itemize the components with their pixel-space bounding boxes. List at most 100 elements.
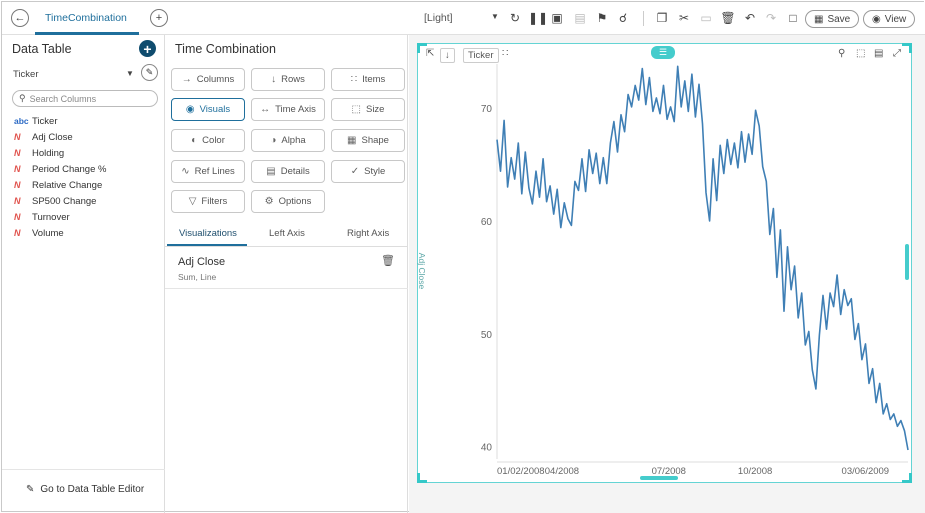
y-tick-label: 50 bbox=[481, 330, 493, 341]
scatter-icon[interactable]: ∷ bbox=[502, 48, 509, 59]
y-axis-title: Adj Close bbox=[417, 252, 428, 290]
save-label: Save bbox=[827, 13, 851, 25]
tab-left-axis[interactable]: Left Axis bbox=[269, 228, 305, 239]
sort-icon[interactable]: ↓ bbox=[440, 48, 455, 63]
color-button[interactable]: ◐ Color bbox=[171, 129, 245, 152]
back-icon[interactable]: ← bbox=[11, 9, 29, 27]
resize-handle-bottom[interactable] bbox=[640, 476, 678, 480]
time-axis-button[interactable]: ↔ Time Axis bbox=[251, 98, 325, 121]
delete-visualization-icon[interactable]: 🗑 bbox=[381, 255, 395, 267]
theme-select[interactable]: [Light] bbox=[424, 12, 453, 24]
visualization-item[interactable]: Adj Close Sum, Line 🗑 bbox=[165, 249, 408, 289]
numeric-type-icon: N bbox=[14, 228, 21, 238]
collapse-icon[interactable]: ⇱ bbox=[426, 48, 435, 59]
go-to-data-table-editor-link[interactable]: ✎ Go to Data Table Editor bbox=[26, 484, 144, 495]
ref-lines-button[interactable]: ∿ Ref Lines bbox=[171, 160, 245, 183]
canvas-area: ☰ ⇱ ↓ Ticker ∷ ⚲ ⬚ ▤ ⤢ 40 50 60 70 01/02/200… bbox=[409, 35, 925, 513]
x-tick-label: 10/2008 bbox=[738, 466, 772, 477]
column-select[interactable]: Ticker bbox=[13, 69, 39, 80]
view-button[interactable]: ◉ View bbox=[863, 10, 916, 28]
numeric-type-icon: N bbox=[14, 212, 21, 222]
edit-icon: ✎ bbox=[26, 484, 35, 495]
save-button[interactable]: ▦ Save bbox=[805, 10, 860, 28]
shape-label: Shape bbox=[361, 135, 389, 146]
expand-icon[interactable]: ⤢ bbox=[893, 48, 901, 59]
y-tick-label: 70 bbox=[481, 104, 493, 115]
tab-timecombination[interactable]: TimeCombination bbox=[45, 12, 127, 24]
column-item-ticker[interactable]: abc Ticker bbox=[14, 113, 106, 129]
rows-button[interactable]: ↓ Rows bbox=[251, 68, 325, 91]
column-item-turnover[interactable]: N Turnover bbox=[14, 209, 106, 225]
y-tick-label: 60 bbox=[481, 217, 493, 228]
items-button[interactable]: ∷ Items bbox=[331, 68, 405, 91]
refresh-icon[interactable]: ↻ bbox=[509, 11, 521, 25]
visuals-button[interactable]: ◉ Visuals bbox=[171, 98, 245, 121]
select-icon[interactable]: ⬚ bbox=[856, 48, 866, 59]
data-table-title: Data Table bbox=[12, 42, 72, 56]
column-item-volume[interactable]: N Volume bbox=[14, 225, 106, 241]
options-label: Options bbox=[278, 196, 312, 207]
column-item-sp500-change[interactable]: N SP500 Change bbox=[14, 193, 106, 209]
resize-corner-br[interactable] bbox=[902, 473, 912, 483]
tab-visualizations[interactable]: Visualizations bbox=[179, 228, 237, 239]
comment-icon[interactable]: □ bbox=[789, 11, 797, 25]
undo-icon[interactable]: ↶ bbox=[744, 11, 756, 25]
column-label: Ticker bbox=[32, 115, 58, 127]
visualization-detail: Sum, Line bbox=[178, 272, 217, 282]
cut-icon[interactable]: ✂ bbox=[678, 11, 690, 25]
pause-icon[interactable]: ❚❚ bbox=[528, 11, 549, 25]
chevron-down-icon[interactable]: ▼ bbox=[491, 12, 499, 21]
palette-icon: ◐ bbox=[191, 135, 198, 146]
resize-handle-right[interactable] bbox=[905, 244, 909, 280]
redo-icon: ↷ bbox=[765, 11, 777, 25]
size-label: Size bbox=[365, 104, 385, 115]
trash-icon[interactable]: 🗑 bbox=[720, 11, 736, 25]
add-column-button[interactable]: + bbox=[139, 40, 156, 57]
add-tab-icon[interactable]: + bbox=[150, 9, 168, 27]
series-line-adj-close[interactable] bbox=[496, 65, 909, 451]
style-button[interactable]: ✓ Style bbox=[331, 160, 405, 183]
edit-pencil-icon[interactable]: ✎ bbox=[141, 64, 158, 81]
alpha-label: Alpha bbox=[281, 135, 306, 146]
ticker-chip[interactable]: Ticker bbox=[463, 48, 499, 63]
columns-label: Columns bbox=[196, 74, 235, 85]
tab-right-axis[interactable]: Right Axis bbox=[347, 228, 390, 239]
copy-icon[interactable]: ❐ bbox=[656, 11, 668, 25]
legend-icon[interactable]: ▤ bbox=[874, 48, 884, 59]
filters-button[interactable]: ▽ Filters bbox=[171, 190, 245, 213]
details-button[interactable]: ▤ Details bbox=[251, 160, 325, 183]
chevron-down-icon[interactable]: ▼ bbox=[126, 69, 134, 78]
column-item-period-change[interactable]: N Period Change % bbox=[14, 161, 106, 177]
search-icon[interactable]: ⚲ bbox=[838, 48, 846, 59]
items-icon: ∷ bbox=[350, 74, 358, 85]
arrow-right-icon: → bbox=[181, 74, 192, 85]
resize-corner-bl[interactable] bbox=[417, 473, 427, 483]
bookmark-icon[interactable]: ⚑ bbox=[596, 11, 608, 25]
time-combination-chart[interactable]: ☰ ⇱ ↓ Ticker ∷ ⚲ ⬚ ▤ ⤢ 40 50 60 70 01/02/200… bbox=[417, 43, 912, 483]
options-button[interactable]: ⚙ Options bbox=[251, 190, 325, 213]
bell-icon[interactable]: ☌ bbox=[618, 11, 628, 25]
time-axis-label: Time Axis bbox=[275, 104, 316, 115]
search-columns-input[interactable] bbox=[29, 93, 150, 104]
numeric-type-icon: N bbox=[14, 196, 21, 206]
top-toolbar: ← TimeCombination + [Light] ▼ ↻ ❚❚ ▣ ▤ ⚑… bbox=[2, 2, 925, 35]
column-item-relative-change[interactable]: N Relative Change bbox=[14, 177, 106, 193]
shape-button[interactable]: ▦ Shape bbox=[331, 129, 405, 152]
size-button[interactable]: ⬚ Size bbox=[331, 98, 405, 121]
column-item-holding[interactable]: N Holding bbox=[14, 145, 106, 161]
paste-icon: ▭ bbox=[700, 11, 712, 25]
columns-button[interactable]: → Columns bbox=[171, 68, 245, 91]
alpha-button[interactable]: ◑ Alpha bbox=[251, 129, 325, 152]
drag-handle-icon[interactable]: ☰ bbox=[651, 46, 675, 59]
eye-icon: ◉ bbox=[872, 13, 881, 25]
snapshot-icon[interactable]: ▣ bbox=[551, 11, 563, 25]
column-label: Turnover bbox=[32, 211, 70, 223]
x-tick-label: 04/2008 bbox=[545, 466, 579, 477]
column-label: Period Change % bbox=[32, 163, 107, 175]
search-columns-box[interactable]: ⚲ bbox=[12, 90, 158, 107]
column-item-adj-close[interactable]: N Adj Close bbox=[14, 129, 106, 145]
resize-corner-tl[interactable] bbox=[417, 43, 427, 53]
settings-title: Time Combination bbox=[175, 42, 276, 56]
numeric-type-icon: N bbox=[14, 164, 21, 174]
resize-corner-tr[interactable] bbox=[902, 43, 912, 53]
